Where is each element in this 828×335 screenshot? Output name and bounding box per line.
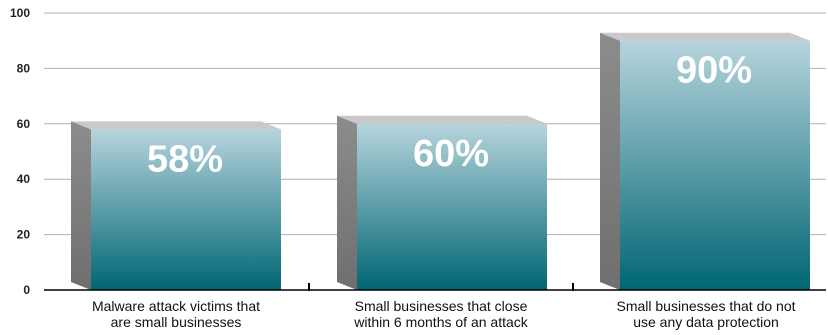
category-label: Small businesses that close within 6 mont… [353,298,529,330]
data-label: 58% [147,138,223,180]
y-tick-label: 40 [17,172,31,186]
bars: 58% 60% 90% [71,32,810,291]
bar: 58% [71,121,281,290]
category-label: Small businesses that do not use any data… [617,298,796,330]
data-label: 60% [413,133,489,175]
bar-top [337,115,547,124]
y-axis-ticks: 0 20 40 60 80 100 [10,6,30,297]
y-tick-label: 0 [23,283,30,297]
category-label: Malware attack victims that are small bus… [92,298,260,330]
y-tick-label: 80 [17,61,31,75]
bar-top [600,32,810,41]
y-tick-label: 60 [17,117,31,131]
bar-top [71,121,281,130]
x-axis [44,283,826,291]
bar-side [600,32,620,290]
category-labels: Malware attack victims that are small bus… [92,298,796,330]
bar-front [91,129,281,290]
bar: 90% [600,32,810,291]
y-tick-label: 100 [10,6,30,20]
bar-side [337,115,357,290]
bar-front [357,123,547,290]
bar-front [620,40,810,291]
data-label: 90% [676,50,752,92]
bar-side [71,121,91,290]
bar: 60% [337,115,547,290]
y-tick-label: 20 [17,228,31,242]
